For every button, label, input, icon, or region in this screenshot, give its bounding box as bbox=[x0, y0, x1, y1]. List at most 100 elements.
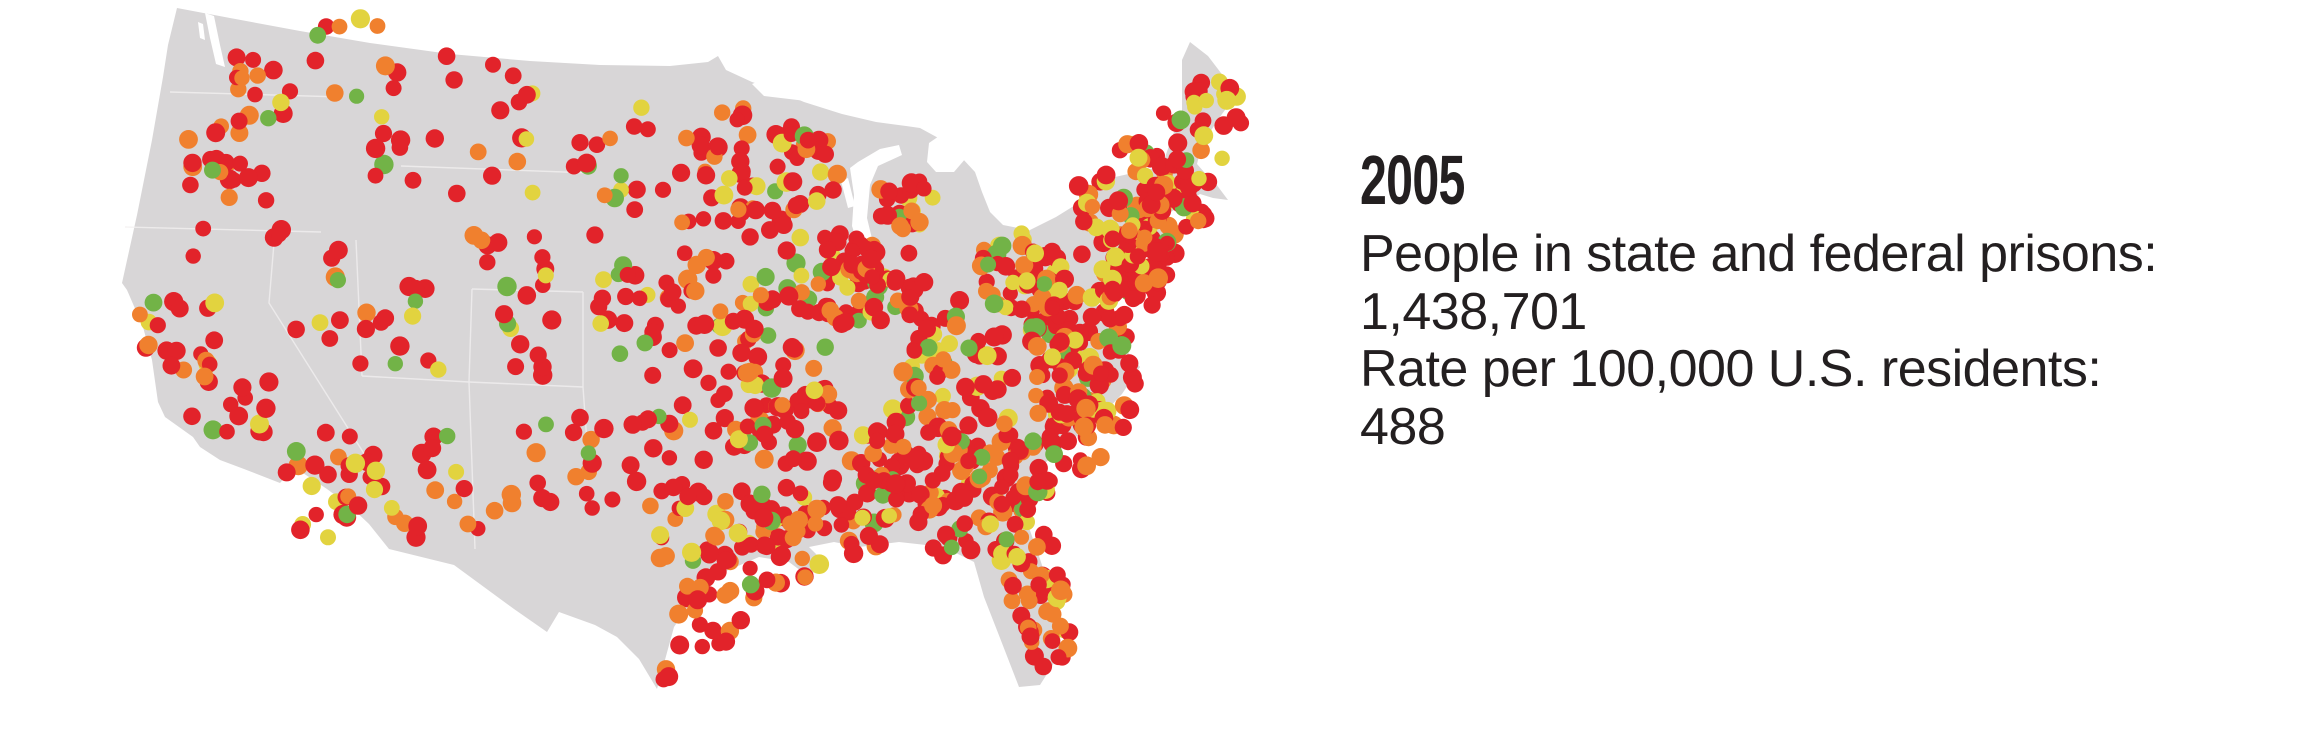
prison-dot-layer bbox=[132, 9, 1250, 688]
prison-dot-red bbox=[700, 374, 717, 391]
prison-dot-green bbox=[943, 539, 960, 556]
prison-dot-red bbox=[329, 240, 348, 260]
prison-dot-yellow bbox=[793, 267, 810, 284]
prison-dot-orange bbox=[1020, 592, 1038, 610]
prison-dot-red bbox=[1048, 566, 1066, 584]
prison-dot-red bbox=[226, 172, 242, 188]
prison-dot-yellow bbox=[595, 271, 612, 288]
prison-dot-red bbox=[807, 432, 827, 453]
prison-dot-orange bbox=[686, 281, 705, 301]
prison-dot-yellow bbox=[711, 511, 731, 531]
prison-dot-red bbox=[714, 212, 733, 230]
prison-dot-red bbox=[700, 545, 719, 564]
prison-dot-orange bbox=[357, 303, 376, 322]
prison-dot-yellow bbox=[366, 461, 386, 480]
prison-dot-red bbox=[1168, 150, 1187, 169]
prison-dot-yellow bbox=[518, 131, 535, 147]
prison-dot-yellow bbox=[524, 184, 541, 201]
prison-dot-red bbox=[564, 423, 583, 442]
prison-dot-yellow bbox=[1129, 148, 1148, 167]
us-prison-dot-map bbox=[70, 0, 1250, 710]
prison-dot-yellow bbox=[728, 523, 748, 543]
prison-dot-orange bbox=[807, 516, 824, 532]
prison-dot-red bbox=[772, 545, 792, 565]
prison-dot-red bbox=[774, 216, 793, 235]
prison-dot-red bbox=[319, 465, 337, 484]
prison-dot-red bbox=[167, 341, 186, 361]
prison-dot-green bbox=[611, 345, 629, 363]
lake-superior bbox=[752, 74, 904, 123]
prison-dot-green bbox=[1112, 336, 1132, 356]
prison-dot-orange bbox=[797, 569, 814, 586]
prison-dot-red bbox=[615, 314, 634, 333]
prison-dot-red bbox=[942, 426, 962, 447]
prison-dot-orange bbox=[774, 397, 791, 413]
prison-dot-orange bbox=[895, 438, 912, 455]
prison-dot-yellow bbox=[682, 411, 698, 428]
prison-dot-red bbox=[996, 257, 1016, 276]
prison-dot-orange bbox=[810, 276, 826, 292]
prison-dot-green bbox=[911, 395, 928, 412]
prison-dot-red bbox=[348, 496, 368, 515]
prison-dot-red bbox=[1183, 194, 1202, 213]
prison-dot-red bbox=[483, 166, 502, 185]
prison-dot-orange bbox=[924, 496, 943, 515]
prison-dot-green bbox=[980, 256, 997, 273]
prison-dot-green bbox=[204, 161, 221, 179]
prison-dot-red bbox=[715, 409, 734, 428]
prison-dot-orange bbox=[1096, 416, 1114, 434]
prison-dot-yellow bbox=[592, 315, 609, 332]
prison-dot-red bbox=[306, 51, 325, 70]
population-label: People in state and federal prisons: bbox=[1360, 225, 2158, 283]
prison-dot-red bbox=[988, 380, 1007, 399]
prison-dot-orange bbox=[602, 130, 618, 147]
prison-dot-red bbox=[861, 249, 881, 269]
prison-dot-red bbox=[886, 424, 905, 444]
prison-dot-yellow bbox=[537, 267, 554, 284]
prison-dot-red bbox=[308, 506, 324, 523]
prison-dot-orange bbox=[717, 493, 734, 510]
prison-dot-red bbox=[1050, 649, 1067, 666]
prison-dot-yellow bbox=[742, 275, 760, 293]
prison-dot-red bbox=[316, 423, 335, 442]
prison-dot-red bbox=[818, 241, 837, 259]
prison-dot-red bbox=[742, 560, 758, 576]
prison-dot-red bbox=[1194, 112, 1212, 130]
prison-dot-red bbox=[909, 512, 928, 532]
prison-dot-red bbox=[717, 252, 735, 270]
prison-dot-red bbox=[885, 474, 905, 494]
prison-dot-red bbox=[352, 355, 369, 372]
prison-dot-green bbox=[407, 293, 424, 309]
us-map-svg bbox=[122, 8, 1250, 689]
prison-dot-red bbox=[644, 366, 662, 384]
rate-label: Rate per 100,000 U.S. residents: bbox=[1360, 340, 2102, 399]
prison-dot-red bbox=[1044, 300, 1060, 316]
prison-dot-red bbox=[631, 290, 648, 307]
prison-dot-orange bbox=[139, 335, 158, 355]
prison-dot-red bbox=[888, 491, 905, 508]
prison-dot-yellow bbox=[941, 335, 958, 353]
prison-dot-red bbox=[588, 136, 606, 153]
prison-dot-red bbox=[517, 286, 537, 305]
prison-dot-red bbox=[1001, 451, 1020, 470]
prison-dot-red bbox=[704, 621, 722, 640]
prison-dot-orange bbox=[1190, 212, 1207, 230]
prison-dot-yellow bbox=[809, 554, 830, 574]
prison-dot-orange bbox=[1028, 538, 1046, 556]
prison-dot-red bbox=[792, 485, 809, 502]
prison-dot-red bbox=[705, 267, 722, 284]
prison-dot-yellow bbox=[747, 177, 766, 196]
prison-dot-orange bbox=[485, 501, 504, 520]
prison-dot-red bbox=[586, 226, 604, 244]
prison-dot-orange bbox=[1084, 198, 1101, 215]
prison-dot-red bbox=[710, 139, 726, 156]
prison-dot-yellow bbox=[374, 109, 390, 125]
prison-dot-yellow bbox=[853, 426, 873, 445]
prison-dot-red bbox=[230, 112, 248, 130]
prison-dot-orange bbox=[195, 367, 214, 386]
prison-dot-orange bbox=[1028, 387, 1044, 404]
prison-dot-orange bbox=[669, 604, 689, 624]
prison-dot-red bbox=[1104, 230, 1122, 248]
prison-dot-red bbox=[205, 331, 224, 350]
prison-dot-red bbox=[822, 473, 841, 492]
